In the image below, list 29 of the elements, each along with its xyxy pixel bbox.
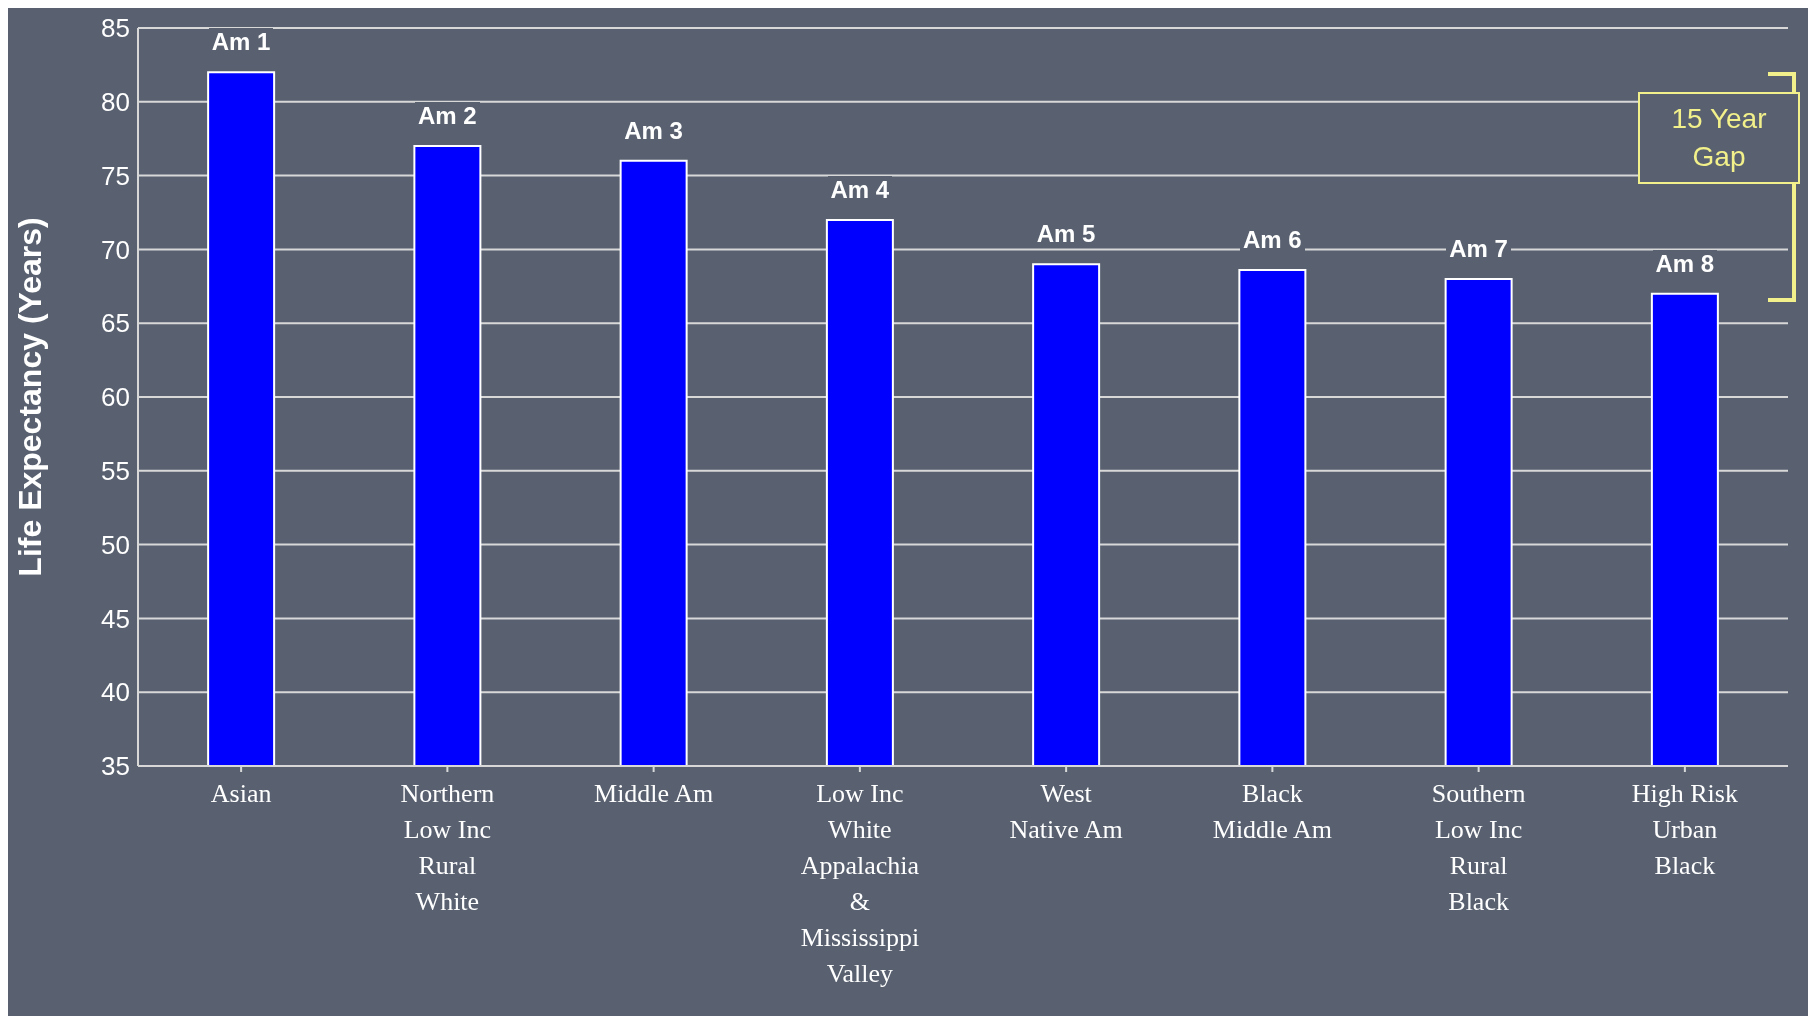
y-tick-label: 65 bbox=[101, 308, 130, 339]
y-tick-label: 50 bbox=[101, 529, 130, 560]
x-tick-label: Low Inc White Appalachia & Mississippi Valley bbox=[800, 779, 920, 988]
annotation: Am 6 bbox=[1240, 226, 1305, 254]
x-tick-label: Black Middle Am bbox=[1212, 779, 1332, 844]
x-tick-label: Northern Low Inc Rural White bbox=[400, 779, 495, 916]
y-tick-label: 80 bbox=[101, 87, 130, 118]
x-tick-label: West Native Am bbox=[1009, 779, 1123, 844]
annotation: Am 7 bbox=[1446, 234, 1511, 262]
annotation: Am 4 bbox=[827, 175, 893, 203]
y-tick-label: 40 bbox=[101, 677, 130, 708]
y-tick-label: 85 bbox=[101, 13, 130, 44]
x-tick-label: Southern Low Inc Rural Black bbox=[1431, 779, 1526, 916]
annotation: Am 1 bbox=[208, 28, 274, 56]
y-tick-label: 75 bbox=[101, 160, 130, 191]
annotation: Am 2 bbox=[415, 102, 480, 130]
annotation: Am 3 bbox=[621, 116, 686, 144]
annotation: Am 8 bbox=[1652, 249, 1718, 277]
x-tick-label: Asian bbox=[210, 779, 272, 808]
y-tick-label: 60 bbox=[101, 382, 130, 413]
y-tick-label: 70 bbox=[101, 234, 130, 265]
annotation: Am 5 bbox=[1033, 220, 1099, 248]
y-tick-label: 35 bbox=[101, 751, 130, 782]
y-tick-label: 45 bbox=[101, 603, 130, 634]
annotation: 15 Year Gap bbox=[1638, 92, 1800, 185]
y-tick-label: 55 bbox=[101, 456, 130, 487]
y-axis-title: Life Expectancy (Years) bbox=[12, 217, 49, 577]
x-tick-label: Middle Am bbox=[594, 779, 714, 808]
x-tick-label: High Risk Urban Black bbox=[1631, 779, 1738, 880]
